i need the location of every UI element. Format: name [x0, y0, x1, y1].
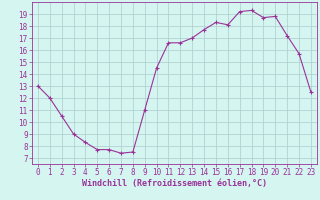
X-axis label: Windchill (Refroidissement éolien,°C): Windchill (Refroidissement éolien,°C) [82, 179, 267, 188]
